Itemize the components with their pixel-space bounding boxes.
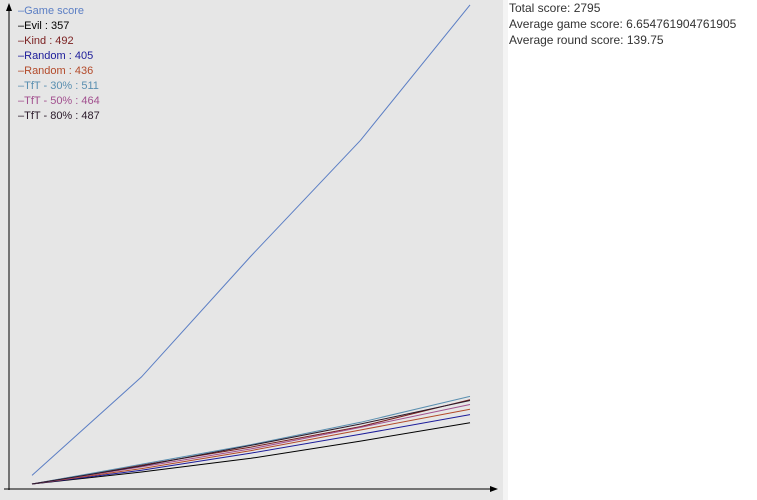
chart-legend: –Game score –Evil : 357 –Kind : 492 –Random…	[18, 4, 100, 124]
legend-swatch: –	[18, 95, 25, 107]
legend-label: Evil : 357	[24, 20, 70, 32]
total-score-text: Total score: 2795	[509, 1, 601, 15]
legend-item: –Kind : 492	[18, 34, 100, 49]
legend-label: TfT - 80% : 487	[24, 110, 100, 122]
series-line-7	[31, 400, 471, 485]
legend-label: Random : 405	[24, 50, 94, 62]
legend-label: Game score	[24, 5, 85, 17]
score-chart	[4, 3, 498, 492]
average-game-score-text: Average game score: 6.654761904761905	[509, 17, 737, 31]
x-axis-arrow	[490, 486, 498, 492]
legend-label: TfT - 30% : 511	[24, 80, 99, 92]
legend-item: –Evil : 357	[18, 19, 100, 34]
legend-swatch: –	[18, 50, 25, 62]
legend-label: TfT - 50% : 464	[24, 95, 100, 107]
legend-item: –TfT - 80% : 487	[18, 109, 100, 124]
series-line-2	[31, 399, 471, 485]
legend-item: –TfT - 50% : 464	[18, 94, 100, 109]
series-line-4	[31, 408, 471, 485]
series-line-3	[31, 414, 471, 485]
legend-item: –Random : 405	[18, 49, 100, 64]
stats-panel: Total score: 2795 Average game score: 6.…	[509, 0, 736, 48]
legend-item: –Random : 436	[18, 64, 100, 79]
series-line-6	[31, 404, 471, 485]
series-lines	[31, 4, 471, 485]
series-line-1	[31, 422, 471, 485]
y-axis-arrow	[6, 3, 12, 11]
legend-label: Kind : 492	[24, 35, 74, 47]
legend-swatch: –	[18, 20, 25, 32]
legend-swatch: –	[18, 80, 25, 92]
chart-axes	[4, 3, 498, 492]
average-round-score-text: Average round score: 139.75	[509, 33, 664, 47]
legend-swatch: –	[18, 35, 25, 47]
legend-item: –Game score	[18, 4, 100, 19]
panel-divider	[503, 0, 508, 500]
legend-swatch: –	[18, 110, 25, 122]
legend-item: –TfT - 30% : 511	[18, 79, 100, 94]
legend-swatch: –	[18, 5, 25, 17]
legend-swatch: –	[18, 65, 25, 77]
legend-label: Random : 436	[24, 65, 94, 77]
series-line-5	[31, 395, 471, 485]
score-chart-panel: –Game score –Evil : 357 –Kind : 492 –Random…	[0, 0, 503, 500]
series-line-0	[31, 4, 471, 476]
